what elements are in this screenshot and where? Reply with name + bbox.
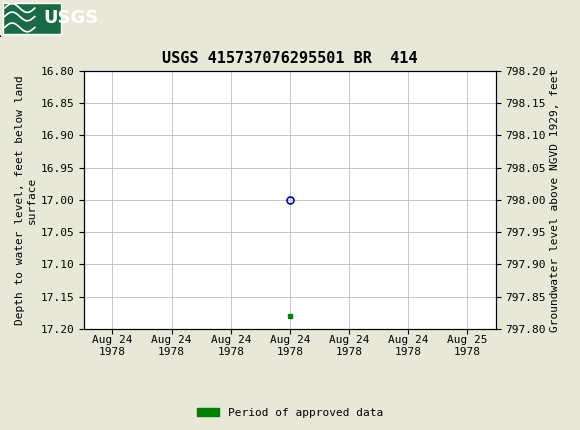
Y-axis label: Depth to water level, feet below land
surface: Depth to water level, feet below land su… <box>15 75 37 325</box>
FancyBboxPatch shape <box>3 3 61 34</box>
Y-axis label: Groundwater level above NGVD 1929, feet: Groundwater level above NGVD 1929, feet <box>550 68 560 332</box>
Legend: Period of approved data: Period of approved data <box>193 403 387 422</box>
Title: USGS 415737076295501 BR  414: USGS 415737076295501 BR 414 <box>162 51 418 66</box>
Text: USGS: USGS <box>44 9 99 27</box>
